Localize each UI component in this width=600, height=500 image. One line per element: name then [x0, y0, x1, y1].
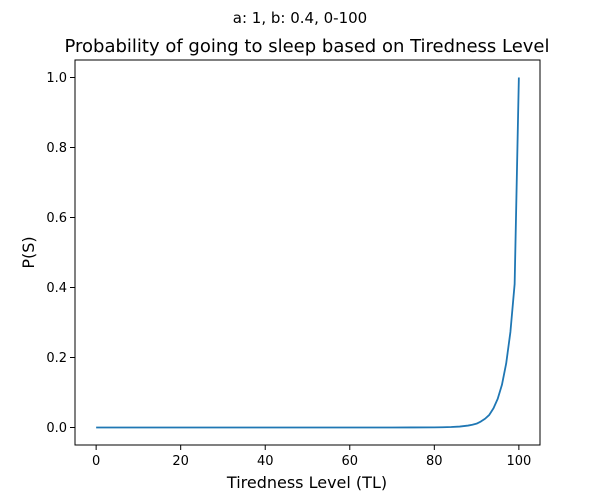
- x-axis-label: Tiredness Level (TL): [226, 473, 387, 492]
- y-tick-label: 1.0: [46, 71, 67, 86]
- y-tick-label: 0.2: [46, 351, 67, 366]
- y-axis-ticks: 0.0 0.2 0.4 0.6 0.8 1.0: [46, 71, 75, 436]
- y-tick-label: 0.0: [46, 421, 67, 436]
- x-tick-label: 0: [92, 454, 100, 469]
- x-axis-ticks: 0 20 40 60 80 100: [92, 445, 531, 469]
- x-tick-label: 40: [257, 454, 274, 469]
- chart-suptitle: a: 1, b: 0.4, 0-100: [233, 9, 367, 27]
- y-tick-label: 0.8: [46, 141, 67, 156]
- plot-area: [75, 60, 540, 445]
- x-tick-label: 60: [341, 454, 358, 469]
- plot-frame: [74, 59, 541, 446]
- series-line: [96, 77, 520, 429]
- y-tick-label: 0.4: [46, 281, 67, 296]
- x-tick-label: 100: [506, 454, 531, 469]
- chart-title: Probability of going to sleep based on T…: [64, 36, 549, 57]
- y-tick-label: 0.6: [46, 211, 67, 226]
- x-tick-label: 80: [426, 454, 443, 469]
- x-tick-label: 20: [172, 454, 189, 469]
- y-axis-label: P(S): [19, 236, 38, 268]
